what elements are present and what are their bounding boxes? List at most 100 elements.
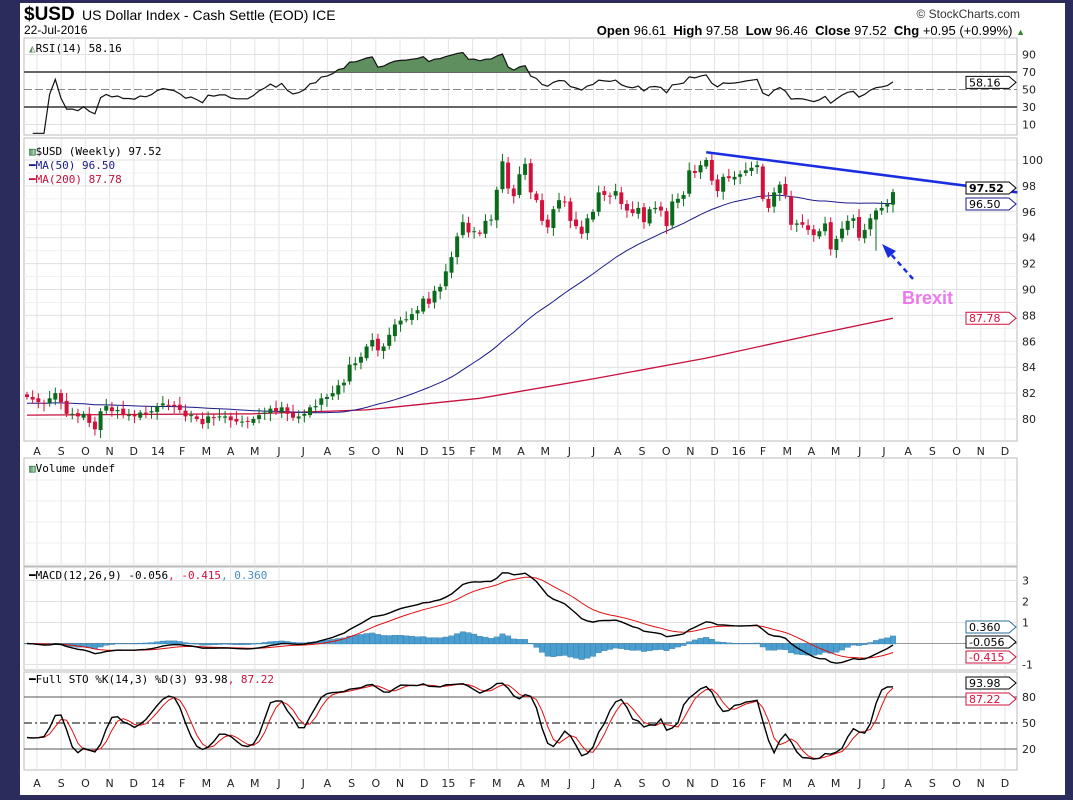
axis-tick-label: 82: [1022, 387, 1036, 400]
candle-body: [58, 393, 63, 403]
month-tick-label: J: [276, 777, 280, 790]
macd-histogram-bar: [850, 643, 857, 646]
candle-body: [851, 218, 856, 221]
month-tick-label: A: [324, 445, 332, 458]
candle-body: [223, 416, 228, 418]
macd-histogram-bar: [720, 642, 727, 645]
macd-histogram-bar: [408, 636, 415, 645]
macd-histogram-bar: [131, 643, 138, 645]
macd-histogram-bar: [544, 643, 551, 657]
sto-d-label: , 87.22: [227, 673, 275, 686]
value-tag-label: 97.52: [969, 182, 1004, 195]
brexit-annotation: Brexit: [902, 288, 954, 308]
high-value: 97.58: [705, 23, 739, 38]
candle-body: [160, 403, 165, 406]
candle-body: [36, 398, 41, 403]
value-tag: [965, 635, 1017, 649]
macd-histogram-bar: [691, 639, 698, 645]
month-tick-label: D: [130, 777, 138, 790]
candle-body: [794, 223, 799, 225]
month-tick-label: A: [904, 777, 912, 790]
axis-tick-label: 90: [1022, 49, 1036, 62]
month-tick-label: M: [492, 777, 502, 790]
macd-histogram-bar: [261, 642, 268, 645]
macd-histogram-bar: [680, 643, 687, 646]
macd-histogram-bar: [856, 643, 862, 646]
macd-histogram-bar: [357, 634, 364, 645]
month-tick-label: 14: [151, 445, 165, 458]
macd-histogram-bar: [465, 632, 472, 645]
macd-histogram-bar: [867, 642, 874, 645]
candle-body: [206, 416, 211, 423]
month-tick-label: J: [881, 777, 885, 790]
price-label: $USD (Weekly) 97.52: [35, 145, 162, 158]
candle-body: [274, 407, 279, 412]
value-tag-label: -0.056: [969, 636, 1004, 649]
volume-icon: ▥: [29, 462, 36, 475]
macd-histogram-bar: [91, 643, 98, 649]
macd-histogram-bar: [471, 633, 478, 645]
macd-histogram-bar: [607, 643, 613, 650]
candle-body: [426, 298, 431, 304]
macd-histogram-bar: [556, 643, 562, 657]
candle-body: [166, 404, 171, 406]
candle-body: [404, 319, 409, 321]
macd-histogram-bar: [567, 643, 574, 658]
month-tick-label: A: [614, 777, 622, 790]
month-tick-label: O: [371, 445, 380, 458]
low-label: Low: [745, 23, 772, 38]
candle-body: [641, 207, 646, 223]
candle-body: [194, 416, 199, 419]
macd-histogram-bar: [550, 643, 557, 657]
macd-histogram-bar: [97, 643, 104, 648]
macd-histogram-bar: [624, 643, 630, 650]
axis-tick-label: 50: [1022, 84, 1036, 97]
candle-body: [104, 406, 109, 411]
macd-histogram-bar: [833, 643, 840, 653]
candle-body: [545, 219, 550, 228]
macd-histogram-bar: [844, 643, 851, 648]
macd-histogram-bar: [765, 643, 772, 651]
value-tag: [965, 197, 1017, 211]
month-tick-label: N: [396, 445, 404, 458]
candle-body: [25, 394, 29, 397]
value-tag-label: 0.360: [969, 621, 1001, 634]
copyright: © StockCharts.com: [916, 7, 1020, 21]
month-tick-label: J: [591, 445, 595, 458]
month-tick-label: S: [639, 445, 646, 458]
month-tick-label: N: [105, 777, 113, 790]
value-tag-label: 96.50: [969, 198, 1001, 211]
macd-histogram-bar: [646, 643, 653, 651]
macd-histogram-bar: [352, 634, 359, 645]
month-tick-label: O: [662, 777, 671, 790]
axis-tick-label: 3: [1022, 575, 1029, 588]
month-tick-label: S: [348, 777, 355, 790]
month-tick-label: J: [301, 445, 305, 458]
candle-body: [709, 160, 714, 181]
macd-histogram-bar: [425, 637, 432, 645]
brexit-arrow-line: [888, 251, 914, 280]
macd-histogram-bar: [233, 643, 240, 645]
open-value: 96.61: [633, 23, 667, 38]
candle-body: [477, 232, 482, 234]
candle-body: [483, 220, 488, 234]
low-value: 96.46: [775, 23, 808, 38]
month-tick-label: N: [977, 777, 985, 790]
month-tick-label: F: [760, 445, 766, 458]
candle-body: [449, 257, 454, 273]
candle-body: [398, 320, 403, 325]
month-tick-label: M: [831, 445, 841, 458]
candle-body: [670, 201, 675, 226]
candle-body: [534, 193, 539, 201]
macd-histogram-bar: [754, 642, 761, 645]
candle-body: [607, 195, 612, 197]
axis-tick-label: 96: [1022, 206, 1036, 219]
month-tick-label: A: [808, 777, 816, 790]
macd-histogram-bar: [618, 643, 625, 649]
macd-histogram-bar: [431, 637, 438, 645]
macd-histogram-bar: [771, 643, 778, 651]
month-tick-label: 16: [732, 445, 746, 458]
candle-body: [726, 176, 731, 179]
candle-body: [494, 189, 499, 221]
